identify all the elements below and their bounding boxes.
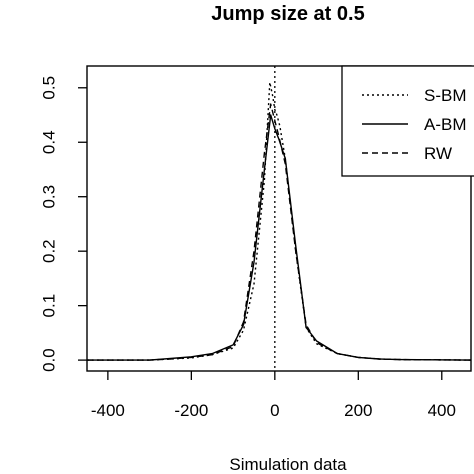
series-line-a-bm <box>87 114 472 361</box>
legend-label-a-bm: A-BM <box>424 115 467 134</box>
y-tick-label: 0.5 <box>40 76 59 100</box>
plot-area <box>87 66 472 371</box>
legend-box <box>341 65 474 177</box>
x-tick-label: 0 <box>270 401 279 420</box>
y-tick-label: 0.0 <box>40 348 59 372</box>
x-tick-label: 400 <box>428 401 456 420</box>
x-axis: -400 -200 0 200 400 <box>91 371 456 420</box>
x-axis-label: Simulation data <box>229 455 347 474</box>
legend-label-s-bm: S-BM <box>424 86 467 105</box>
chart-title: Jump size at 0.5 <box>211 3 364 25</box>
legend-label-rw: RW <box>424 144 452 163</box>
y-tick-label: 0.4 <box>40 130 59 154</box>
x-tick-label: 200 <box>344 401 372 420</box>
y-tick-label: 0.2 <box>40 239 59 263</box>
y-tick-label: 0.1 <box>40 294 59 318</box>
legend: S-BM A-BM RW <box>341 65 474 177</box>
series-line-rw <box>87 103 472 361</box>
x-tick-label: -200 <box>174 401 208 420</box>
x-tick-label: -400 <box>91 401 125 420</box>
y-axis: 0.0 0.1 0.2 0.3 0.4 0.5 <box>40 76 87 372</box>
y-tick-label: 0.3 <box>40 185 59 209</box>
plot-frame <box>86 65 472 372</box>
